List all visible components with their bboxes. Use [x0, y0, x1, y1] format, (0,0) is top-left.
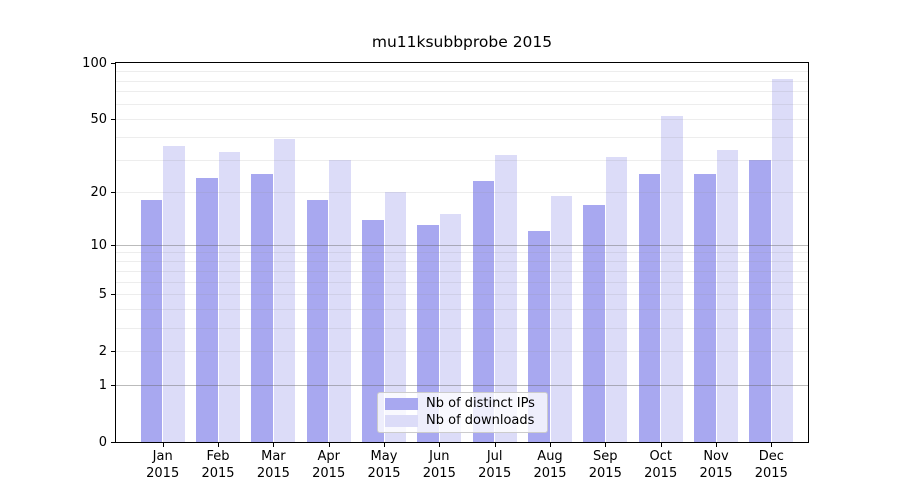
- bar-distinct-ips-jul: [472, 181, 495, 442]
- y-tick-mark-1: [111, 384, 115, 386]
- x-tick-mark-dec: [771, 443, 773, 447]
- x-tick-mark-jul: [494, 443, 496, 447]
- legend-label-distinct-ips: Nb of distinct IPs: [426, 396, 535, 411]
- y-tick-label-20: 20: [90, 184, 107, 200]
- bar-downloads-oct: [661, 116, 683, 442]
- y-tick-mark-2: [111, 351, 115, 353]
- bar-downloads-nov: [716, 150, 738, 442]
- y-tick-mark-50: [111, 118, 115, 120]
- downloads-swatch-icon: [385, 415, 418, 427]
- x-tick-mark-sep: [605, 443, 607, 447]
- bar-distinct-ips-may: [362, 219, 384, 442]
- legend-label-downloads: Nb of downloads: [426, 413, 535, 428]
- bar-downloads-jun: [439, 214, 462, 442]
- bar-downloads-jul: [495, 154, 517, 442]
- bar-downloads-apr: [329, 160, 351, 442]
- x-tick-mark-feb: [218, 443, 219, 447]
- legend: Nb of distinct IPs Nb of downloads: [377, 392, 548, 433]
- y-tick-mark-10: [111, 244, 115, 246]
- x-tick-label-apr: Apr 2015: [312, 449, 346, 481]
- bar-distinct-ips-apr: [306, 200, 329, 442]
- bar-downloads-may: [384, 192, 407, 442]
- bar-downloads-jan: [163, 145, 185, 442]
- y-tick-label-1: 1: [98, 377, 107, 393]
- x-tick-label-may: May 2015: [367, 449, 401, 481]
- bar-distinct-ips-mar: [251, 174, 273, 442]
- gridline-80: [116, 80, 808, 82]
- bar-distinct-ips-feb: [196, 177, 218, 442]
- y-tick-mark-5: [111, 294, 115, 296]
- bar-distinct-ips-jun: [417, 225, 439, 442]
- x-tick-label-dec: Dec 2015: [754, 449, 788, 481]
- x-tick-label-feb: Feb 2015: [201, 449, 235, 481]
- bar-downloads-dec: [771, 79, 794, 442]
- gridline-90: [116, 71, 808, 73]
- y-tick-label-2: 2: [98, 344, 107, 360]
- bar-distinct-ips-sep: [583, 204, 605, 442]
- bar-distinct-ips-nov: [694, 174, 716, 442]
- bar-downloads-feb: [218, 152, 241, 442]
- bar-downloads-aug: [550, 196, 572, 442]
- x-tick-mark-mar: [273, 443, 275, 447]
- x-tick-mark-may: [384, 443, 385, 447]
- y-tick-label-0: 0: [98, 434, 107, 450]
- x-tick-mark-jan: [162, 443, 164, 447]
- y-tick-label-50: 50: [90, 111, 107, 127]
- x-tick-label-aug: Aug 2015: [533, 449, 567, 481]
- y-tick-mark-20: [111, 191, 115, 193]
- bar-distinct-ips-jan: [140, 200, 163, 442]
- bar-downloads-mar: [273, 139, 296, 442]
- x-tick-mark-apr: [328, 443, 330, 447]
- gridline-40: [116, 136, 808, 138]
- bar-distinct-ips-aug: [528, 231, 550, 442]
- x-tick-label-mar: Mar 2015: [256, 449, 290, 481]
- x-tick-label-sep: Sep 2015: [588, 449, 622, 481]
- gridline-60: [116, 103, 808, 105]
- x-tick-label-oct: Oct 2015: [644, 449, 678, 481]
- distinct-ips-swatch-icon: [385, 398, 418, 410]
- x-tick-mark-oct: [660, 443, 662, 447]
- y-tick-label-5: 5: [98, 287, 107, 303]
- x-tick-mark-jun: [439, 443, 441, 447]
- x-tick-label-nov: Nov 2015: [699, 449, 733, 481]
- plot-area: [115, 62, 809, 443]
- gridline-50: [116, 118, 808, 120]
- gridline-70: [116, 91, 808, 93]
- x-tick-label-jul: Jul 2015: [478, 449, 512, 481]
- x-tick-label-jun: Jun 2015: [422, 449, 456, 481]
- bar-distinct-ips-oct: [638, 174, 661, 442]
- x-tick-mark-nov: [716, 443, 717, 447]
- bar-distinct-ips-dec: [749, 160, 771, 442]
- x-tick-mark-aug: [550, 443, 551, 447]
- x-tick-label-jan: Jan 2015: [146, 449, 180, 481]
- y-tick-mark-0: [111, 441, 115, 443]
- legend-item-distinct-ips: Nb of distinct IPs: [385, 397, 539, 411]
- chart-title: mu11ksubbprobe 2015: [371, 33, 553, 51]
- y-tick-label-10: 10: [90, 237, 107, 253]
- y-tick-label-100: 100: [82, 55, 107, 71]
- legend-item-downloads: Nb of downloads: [385, 414, 539, 428]
- y-tick-mark-100: [111, 62, 115, 64]
- bar-downloads-sep: [605, 157, 628, 442]
